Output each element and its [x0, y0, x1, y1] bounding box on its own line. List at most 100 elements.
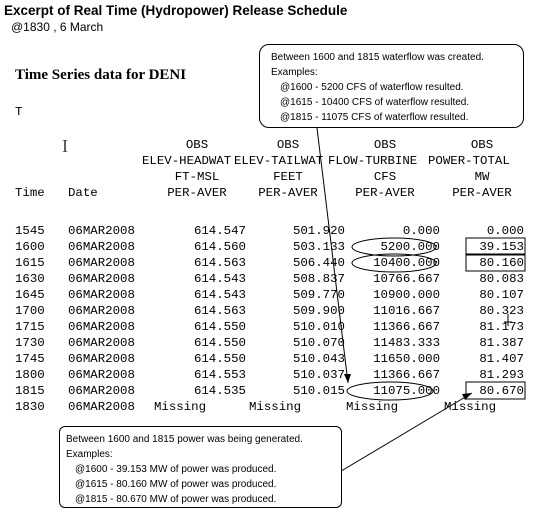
column-header: PER-AVER [258, 186, 318, 200]
table-cell-flow-turbine: 0.000 [402, 224, 440, 238]
column-header: Time [15, 186, 45, 200]
table-cell-time: 1745 [15, 352, 45, 366]
table-cell-flow-turbine: 10766.667 [373, 272, 440, 286]
table-cell-flow-turbine: 11366.667 [373, 320, 440, 334]
table-cell-time: 1545 [15, 224, 45, 238]
table-cell-time: 1630 [15, 272, 45, 286]
table-cell-power-total: 0.000 [486, 224, 524, 238]
callout-line: Between 1600 and 1815 waterflow was crea… [271, 52, 484, 63]
highlight-power-1815 [465, 381, 526, 400]
column-header: FLOW-TURBINE [328, 154, 418, 168]
table-cell-elev-tailwater: 508.837 [292, 272, 345, 286]
callout-line: @1600 - 5200 CFS of waterflow resulted. [280, 82, 464, 93]
table-cell-elev-tailwater: 510.015 [292, 384, 345, 398]
table-cell-time: 1645 [15, 288, 45, 302]
table-cell-flow-turbine: 5200.000 [380, 240, 441, 254]
table-cell-elev-headwater: 614.547 [193, 224, 246, 238]
table-cell-power-total: 80.107 [479, 288, 524, 302]
table-cell-date: 06MAR2008 [68, 304, 135, 318]
column-header: MW [474, 170, 490, 184]
table-cell-date: 06MAR2008 [68, 336, 135, 350]
column-header: PER-AVER [452, 186, 512, 200]
table-cell-date: 06MAR2008 [68, 256, 135, 270]
table-cell-time: 1815 [15, 384, 45, 398]
table-cell-elev-tailwater: 510.070 [292, 336, 345, 350]
table-cell-date: 06MAR2008 [68, 240, 135, 254]
table-cell-elev-tailwater: 510.037 [292, 368, 345, 382]
table-cell-date: 06MAR2008 [68, 368, 135, 382]
column-header: POWER-TOTAL [428, 154, 510, 168]
table-cell-elev-headwater: 614.543 [193, 272, 246, 286]
column-header: ELEV-TAILWAT [234, 154, 324, 168]
table-cell-elev-tailwater: 509.770 [292, 288, 345, 302]
highlight-flow-1600 [351, 237, 437, 257]
table-cell-elev-headwater: 614.553 [193, 368, 246, 382]
column-header: PER-AVER [355, 186, 415, 200]
waterflow-callout: Between 1600 and 1815 waterflow was crea… [259, 44, 524, 128]
callout-line: @1815 - 11075 CFS of waterflow resulted. [280, 112, 469, 123]
table-cell-date: 06MAR2008 [68, 384, 135, 398]
table-cell-elev-headwater: 614.535 [193, 384, 246, 398]
pointer-arrowhead-waterflow [344, 374, 351, 383]
table-cell-elev-tailwater: 506.440 [292, 256, 345, 270]
table-cell-time: 1830 [15, 400, 45, 414]
table-cell-date: 06MAR2008 [68, 272, 135, 286]
table-cell-elev-headwater: 614.550 [193, 352, 246, 366]
column-header: CFS [373, 170, 397, 184]
highlight-power-1600 [465, 237, 526, 256]
table-cell-time: 1700 [15, 304, 45, 318]
column-header: OBS [373, 138, 397, 152]
report-heading: Time Series data for DENI [15, 67, 187, 83]
table-cell-flow-turbine: 11650.000 [373, 352, 440, 366]
callout-line: @1600 - 39.153 MW of power was produced. [75, 464, 277, 475]
column-header: OBS [470, 138, 494, 152]
table-cell-power-total: 39.153 [479, 240, 524, 254]
table-cell-flow-turbine: 11366.667 [373, 368, 440, 382]
table-cell-power-total: 80.670 [479, 384, 524, 398]
table-cell-elev-headwater: 614.563 [193, 304, 246, 318]
text-cursor-icon: I [62, 136, 68, 156]
table-cell-date: 06MAR2008 [68, 320, 135, 334]
table-cell-elev-tailwater: 501.920 [292, 224, 345, 238]
table-cell-elev-tailwater: 509.900 [292, 304, 345, 318]
column-header: OBS [185, 138, 209, 152]
table-cell-elev-headwater: 614.550 [193, 336, 246, 350]
power-callout: Between 1600 and 1815 power was being ge… [59, 426, 342, 508]
table-cell-time: 1600 [15, 240, 45, 254]
table-cell-power-total: 80.323 [479, 304, 524, 318]
table-cell-time: 1730 [15, 336, 45, 350]
callout-line: @1815 - 80.670 MW of power was produced. [75, 494, 277, 505]
table-cell-elev-headwater: Missing [153, 400, 207, 414]
table-cell-date: 06MAR2008 [68, 224, 135, 238]
table-cell-power-total: Missing [443, 400, 497, 414]
page-subtitle: @1830 , 6 March [11, 20, 104, 34]
table-cell-power-total: 80.083 [479, 272, 524, 286]
table-cell-flow-turbine: 11483.333 [373, 336, 440, 350]
table-cell-time: 1615 [15, 256, 45, 270]
highlight-flow-1615 [351, 253, 437, 273]
callout-line: Between 1600 and 1815 power was being ge… [66, 434, 303, 445]
column-header: Date [68, 186, 98, 200]
table-cell-date: 06MAR2008 [68, 400, 135, 414]
table-cell-time: 1800 [15, 368, 45, 382]
table-cell-flow-turbine: 11016.667 [373, 304, 440, 318]
table-cell-flow-turbine: 11075.000 [373, 384, 440, 398]
callout-line: @1615 - 10400 CFS of waterflow resulted. [280, 97, 470, 108]
page-title: Excerpt of Real Time (Hydropower) Releas… [4, 3, 348, 18]
highlight-flow-1815 [346, 381, 434, 401]
callout-line: @1615 - 80.160 MW of power was produced. [75, 479, 277, 490]
table-cell-elev-headwater: 614.550 [193, 320, 246, 334]
highlight-power-1615 [465, 253, 526, 272]
column-header: PER-AVER [167, 186, 227, 200]
table-cell-flow-turbine: Missing [345, 400, 399, 414]
column-header: FEET [273, 170, 303, 184]
pointer-arrowhead-power [462, 393, 472, 400]
table-cell-flow-turbine: 10400.000 [373, 256, 440, 270]
table-cell-elev-headwater: 614.543 [193, 288, 246, 302]
callout-line: Examples: [66, 449, 113, 460]
table-cell-power-total: 80.160 [479, 256, 524, 270]
pointer-line-waterflow [316, 127, 349, 384]
column-header: OBS [276, 138, 300, 152]
table-cell-power-total: 81.173 [479, 320, 524, 334]
t-label: T [15, 105, 23, 119]
